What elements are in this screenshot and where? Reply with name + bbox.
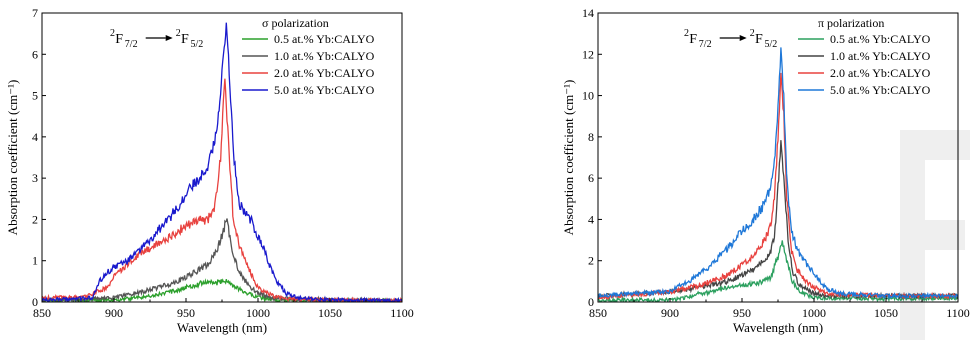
series-line-4 (42, 22, 402, 302)
annotation-part: 2 (750, 28, 755, 39)
legend-label-4: 5.0 at.% Yb:CALYO (830, 83, 931, 97)
annotation-part: F (115, 32, 123, 47)
arrow-head (739, 35, 747, 41)
series-line-3 (42, 78, 402, 302)
annotation-part: 5/2 (191, 39, 204, 50)
chart-panel-2: 850 900 950 1000 1050 1100 0 2 4 6 8 10 12 14 Waveleng… (561, 6, 970, 335)
y-tick-label-1: 1 (32, 254, 38, 268)
watermark-shape (900, 130, 970, 340)
y-tick-label-2: 2 (588, 254, 594, 268)
y-tick-label-6: 6 (588, 171, 594, 185)
arrow-head (165, 35, 173, 41)
x-tick-label-1100: 1100 (946, 306, 970, 320)
y-tick-label-8: 8 (588, 130, 594, 144)
chart-panel-1: 850 900 950 1000 1050 1100 0 1 2 3 4 5 6 7 Wavelength … (5, 6, 414, 335)
annotation-part: F (181, 32, 189, 47)
annotation-part: 5/2 (765, 39, 778, 50)
legend-label-3: 2.0 at.% Yb:CALYO (274, 66, 375, 80)
x-tick-label-850: 850 (589, 306, 607, 320)
legend-label-1: 0.5 at.% Yb:CALYO (274, 32, 375, 46)
y-tick-label-4: 4 (32, 130, 38, 144)
legend-label-2: 1.0 at.% Yb:CALYO (830, 49, 931, 63)
y-tick-label-14: 14 (582, 6, 594, 20)
x-tick-label-1050: 1050 (318, 306, 342, 320)
x-tick-label-1050: 1050 (874, 306, 898, 320)
y-tick-label-12: 12 (582, 47, 594, 61)
y-tick-label-2: 2 (32, 212, 38, 226)
legend-label-2: 1.0 at.% Yb:CALYO (274, 49, 375, 63)
x-axis-label: Wavelength (nm) (177, 320, 267, 335)
legend-label-4: 5.0 at.% Yb:CALYO (274, 83, 375, 97)
legend-label-3: 2.0 at.% Yb:CALYO (830, 66, 931, 80)
annotation-part: F (755, 32, 763, 47)
series-line-1 (598, 240, 958, 302)
y-tick-label-7: 7 (32, 6, 38, 20)
annotation-part: 7/2 (699, 39, 712, 50)
x-tick-label-950: 950 (177, 306, 195, 320)
y-tick-label-6: 6 (32, 47, 38, 61)
x-tick-label-1100: 1100 (390, 306, 414, 320)
y-tick-label-3: 3 (32, 171, 38, 185)
series-line-4 (598, 47, 958, 301)
x-tick-label-900: 900 (105, 306, 123, 320)
annotation-part: 2 (176, 28, 181, 39)
y-tick-label-5: 5 (32, 89, 38, 103)
x-tick-label-950: 950 (733, 306, 751, 320)
y-axis-label: Absorption coefficient (cm⁻¹) (561, 80, 576, 236)
legend-label-1: 0.5 at.% Yb:CALYO (830, 32, 931, 46)
annotation-part: F (689, 32, 697, 47)
x-tick-label-900: 900 (661, 306, 679, 320)
legend-title: π polarization (818, 16, 884, 30)
x-tick-label-850: 850 (33, 306, 51, 320)
annotation-part: 7/2 (125, 39, 138, 50)
y-tick-label-0: 0 (32, 295, 38, 309)
legend-title: σ polarization (262, 16, 329, 30)
x-tick-label-1000: 1000 (246, 306, 270, 320)
y-tick-label-10: 10 (582, 89, 594, 103)
annotation-part: 2 (110, 28, 115, 39)
y-tick-label-4: 4 (588, 212, 594, 226)
y-axis-label: Absorption coefficient (cm⁻¹) (5, 80, 20, 236)
y-tick-label-0: 0 (588, 295, 594, 309)
x-axis-label: Wavelength (nm) (733, 320, 823, 335)
x-tick-label-1000: 1000 (802, 306, 826, 320)
annotation-part: 2 (684, 28, 689, 39)
